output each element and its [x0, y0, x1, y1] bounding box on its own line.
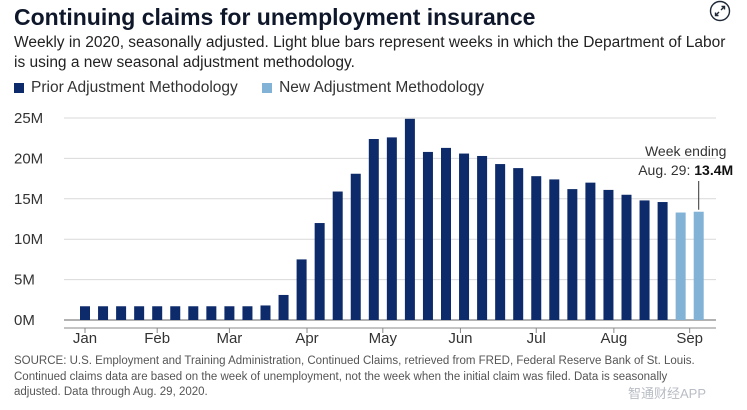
bar — [585, 182, 596, 320]
x-axis: Jan Feb Mar Apr May Jun Jul Aug Sep — [64, 327, 716, 347]
y-tick-label: 20M — [14, 150, 43, 167]
bar — [152, 306, 163, 320]
expand-icon[interactable] — [709, 0, 731, 22]
legend: Prior Adjustment Methodology New Adjustm… — [14, 79, 504, 98]
bar — [98, 306, 109, 320]
bar — [206, 306, 217, 320]
bar — [224, 306, 235, 320]
x-tick-label: Apr — [295, 330, 318, 347]
x-tick-label: Jun — [448, 330, 472, 347]
y-tick-label: 25M — [14, 110, 43, 127]
chart-title: Continuing claims for unemployment insur… — [14, 4, 536, 30]
bar — [278, 294, 289, 320]
watermark: 智通财经APP — [628, 386, 707, 401]
bar — [513, 168, 524, 320]
y-tick-label: 0M — [14, 312, 35, 329]
bar — [170, 306, 181, 320]
bar — [549, 179, 560, 320]
y-tick-label: 10M — [14, 231, 43, 248]
x-tick-label: Mar — [216, 330, 242, 347]
bar — [657, 202, 668, 320]
bar — [621, 194, 632, 320]
bar — [116, 306, 127, 320]
y-axis-ticks: 0M 5M 10M 15M 20M 25M — [14, 110, 43, 329]
x-tick-label: Aug — [601, 330, 628, 347]
bar-chart: 0M 5M 10M 15M 20M 25M Jan Feb Mar Apr May Jun Jul Au… — [14, 110, 733, 347]
x-tick-label: Jul — [527, 330, 546, 347]
annotation-line1: Week ending — [645, 143, 726, 159]
bar — [314, 223, 325, 320]
annotation: Week ending Aug. 29: 13.4M — [638, 143, 733, 210]
bar — [404, 118, 415, 320]
legend-swatch-prior — [14, 83, 24, 93]
chart-subtitle: Weekly in 2020, seasonally adjusted. Lig… — [14, 34, 726, 71]
y-tick-label: 15M — [14, 191, 43, 208]
bar — [188, 306, 199, 320]
legend-label-new: New Adjustment Methodology — [279, 79, 485, 96]
bar — [675, 212, 686, 320]
bar — [332, 191, 343, 320]
bar — [459, 153, 470, 320]
annotation-value: 13.4M — [694, 162, 733, 178]
y-tick-label: 5M — [14, 272, 35, 289]
x-tick-label: Jan — [73, 330, 97, 347]
bar — [296, 259, 307, 320]
bar — [567, 189, 578, 320]
bar — [531, 176, 542, 320]
legend-swatch-new — [262, 83, 273, 93]
x-tick-label: Feb — [144, 330, 170, 347]
bar — [477, 155, 488, 320]
bar — [242, 306, 253, 320]
annotation-line2: Aug. 29: 13.4M — [638, 162, 733, 178]
bar — [134, 306, 145, 320]
x-tick-label: May — [369, 330, 398, 347]
bar — [603, 189, 614, 320]
annotation-prefix: Aug. 29: — [638, 162, 694, 178]
bar — [422, 151, 433, 320]
source-note: SOURCE: U.S. Employment and Training Adm… — [14, 355, 695, 398]
bar — [80, 306, 90, 320]
bar — [441, 147, 451, 320]
bar — [368, 139, 379, 320]
legend-item-new: New Adjustment Methodology — [262, 79, 484, 97]
bars — [80, 118, 704, 320]
x-tick-label: Sep — [676, 330, 703, 347]
legend-label-prior: Prior Adjustment Methodology — [31, 79, 238, 96]
legend-item-prior: Prior Adjustment Methodology — [14, 79, 238, 97]
bar — [350, 173, 361, 320]
bar — [386, 137, 397, 320]
bar — [639, 200, 650, 320]
bar — [260, 305, 271, 320]
bar — [495, 164, 506, 320]
bar — [693, 211, 704, 320]
